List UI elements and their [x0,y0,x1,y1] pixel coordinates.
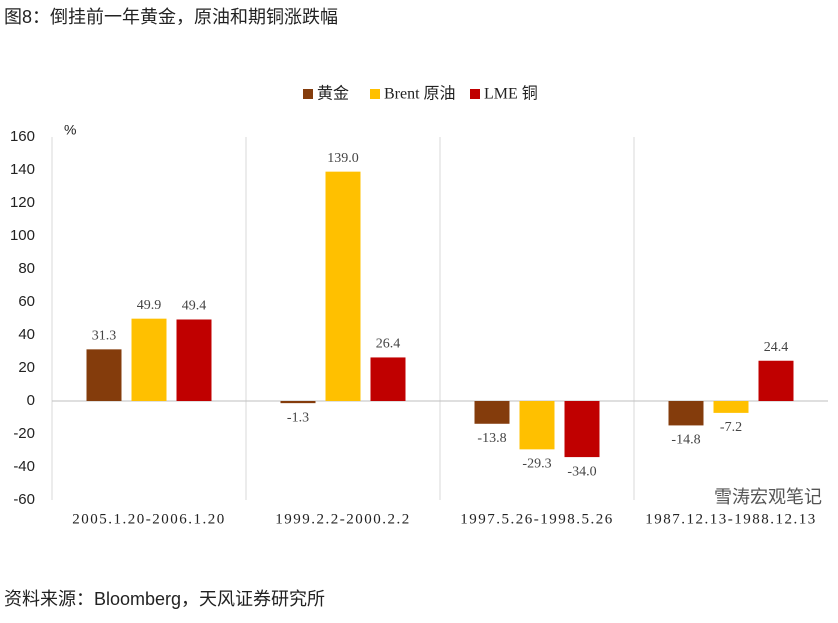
source-note: 资料来源：Bloomberg，天风证券研究所 [4,589,325,609]
y-tick-label: 100 [10,227,35,244]
value-label: 26.4 [376,337,401,352]
bar [86,349,122,401]
y-tick-label: 80 [18,260,35,277]
y-unit: % [64,122,76,138]
x-tick-label: 1997.5.26-1998.5.26 [460,511,614,527]
y-tick-label: 40 [18,326,35,343]
value-label: 49.4 [182,299,207,314]
y-tick-label: 160 [10,128,35,145]
x-tick-label: 2005.1.20-2006.1.20 [72,511,226,527]
watermark: 雪涛宏观笔记 [714,487,822,507]
chart-title: 图8：倒挂前一年黄金，原油和期铜涨跌幅 [4,7,338,27]
legend-label: LME 铜 [484,85,538,103]
y-tick-label: 140 [10,161,35,178]
value-label: -7.2 [720,420,742,435]
value-label: 24.4 [764,340,789,355]
y-tick-label: -20 [13,425,35,442]
bar [131,318,167,401]
y-tick-label: 0 [27,392,35,409]
bar [564,401,600,458]
y-tick-label: -40 [13,458,35,475]
value-label: 49.9 [137,298,162,313]
legend-label: 黄金 [317,85,349,103]
legend-swatch [303,89,313,99]
bar [713,401,749,413]
y-tick-label: -60 [13,491,35,508]
bar [280,401,316,404]
y-tick-label: 20 [18,359,35,376]
x-tick-label: 1987.12.13-1988.12.13 [645,511,817,527]
bar [474,401,510,424]
value-label: 31.3 [92,329,117,344]
x-tick-label: 1999.2.2-2000.2.2 [275,511,411,527]
bar [668,401,704,426]
legend-label: Brent 原油 [384,85,456,103]
y-tick-label: 60 [18,293,35,310]
y-tick-label: 120 [10,194,35,211]
legend-swatch [470,89,480,99]
bar [176,319,212,401]
value-label: -34.0 [567,464,596,479]
bar [370,357,406,401]
value-label: 139.0 [327,151,359,166]
bar [758,360,794,401]
legend-swatch [370,89,380,99]
bar [325,171,361,401]
value-label: -1.3 [287,410,309,425]
bar [519,401,555,450]
value-label: -29.3 [522,457,551,472]
value-label: -14.8 [671,433,700,448]
value-label: -13.8 [477,431,506,446]
